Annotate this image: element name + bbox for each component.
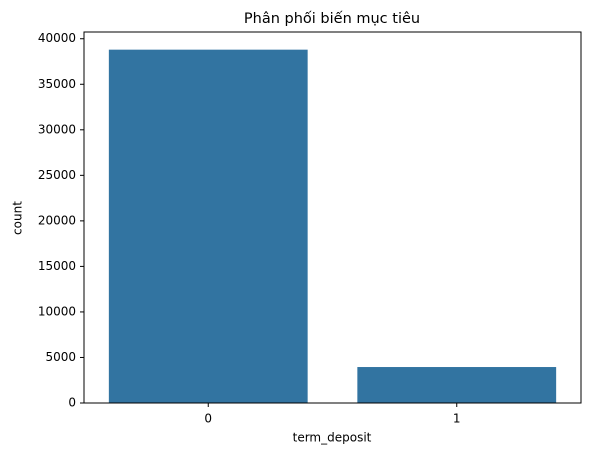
bar (108, 49, 308, 404)
y-tick-label: 10000 (38, 304, 76, 318)
y-tick-label: 15000 (38, 259, 76, 273)
y-tick-label: 25000 (38, 168, 76, 182)
y-tick-label: 20000 (38, 213, 76, 227)
bar (357, 367, 557, 403)
y-tick-label: 40000 (38, 31, 76, 45)
chart-title: Phân phối biến mục tiêu (244, 10, 420, 27)
x-axis-label: term_deposit (293, 431, 372, 445)
plot-frame (83, 31, 582, 404)
y-tick-label: 35000 (38, 77, 76, 91)
y-tick-label: 0 (68, 396, 76, 410)
x-tick-label: 0 (204, 412, 212, 426)
y-tick-label: 5000 (45, 350, 76, 364)
x-tick-label: 1 (453, 412, 461, 426)
y-axis-label: count (11, 201, 25, 235)
y-tick-label: 30000 (38, 122, 76, 136)
